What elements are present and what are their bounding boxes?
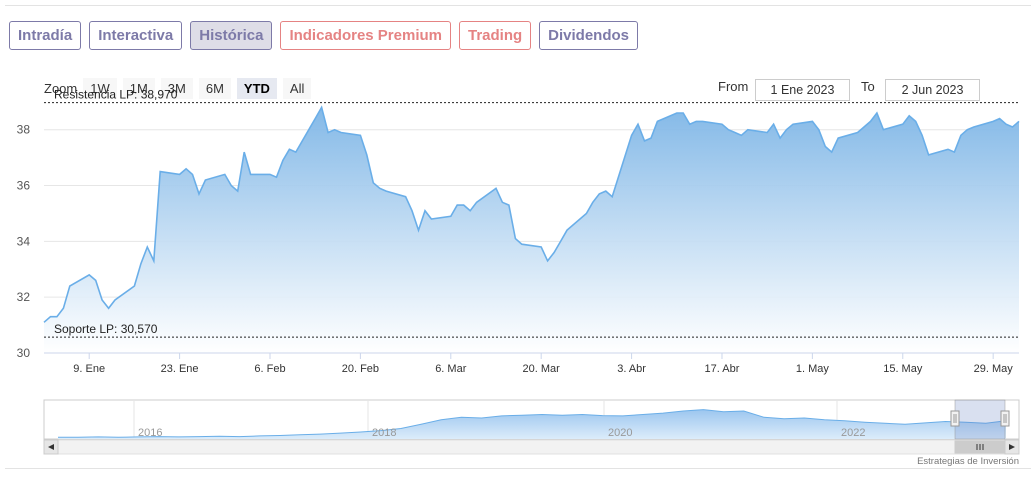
scroll-left-arrow-icon [48, 444, 54, 450]
navigator-selection [954, 399, 1006, 440]
navigator-year-label: 2020 [608, 427, 632, 439]
navigator-area [58, 409, 1006, 439]
chart-tabs: Intradía Interactiva Histórica Indicador… [9, 21, 639, 50]
navigator-year-label: 2022 [841, 427, 865, 439]
x-tick-label: 6. Mar [435, 363, 467, 375]
scroll-right-arrow-icon [1009, 444, 1015, 450]
tab-intradia[interactable]: Intradía [9, 21, 82, 50]
tab-indicadores-premium[interactable]: Indicadores Premium [280, 21, 451, 50]
to-label: To [861, 79, 875, 94]
y-tick-label: 38 [17, 123, 31, 137]
x-tick-label: 29. May [974, 363, 1014, 375]
bottom-divider [5, 468, 1031, 469]
x-tick-label: 1. May [796, 363, 830, 375]
top-divider [5, 5, 1031, 6]
scrollbar-track [43, 439, 1020, 455]
navigator-line [58, 409, 1007, 438]
from-date-input[interactable]: 1 Ene 2023 [755, 79, 850, 101]
zoom-6m-button[interactable]: 6M [198, 78, 231, 99]
x-tick-label: 17. Abr [705, 363, 740, 375]
navigator-year-label: 2018 [372, 427, 396, 439]
series-line [43, 105, 1020, 323]
tab-historica[interactable]: Histórica [190, 21, 273, 50]
y-tick-label: 32 [17, 290, 31, 304]
y-tick-label: 30 [17, 346, 31, 360]
tab-dividendos[interactable]: Dividendos [539, 21, 639, 50]
y-tick-label: 34 [17, 234, 31, 248]
from-label: From [718, 79, 749, 94]
support-label: Soporte LP: 30,570 [54, 322, 158, 336]
tab-trading[interactable]: Trading [459, 21, 532, 50]
tab-interactiva[interactable]: Interactiva [89, 21, 183, 50]
x-tick-label: 9. Ene [73, 363, 105, 375]
x-tick-label: 20. Feb [342, 363, 379, 375]
x-tick-label: 3. Abr [617, 363, 646, 375]
navigator-handle[interactable] [950, 410, 960, 427]
x-tick-label: 15. May [883, 363, 923, 375]
zoom-ytd-button[interactable]: YTD [236, 78, 277, 99]
navigator-handle[interactable] [1000, 410, 1010, 427]
series-area [44, 107, 1019, 354]
zoom-selector: Zoom 1W 1M 3M 6M YTD All [44, 78, 317, 99]
x-tick-label: 6. Feb [254, 363, 285, 375]
x-tick-label: 20. Mar [523, 363, 561, 375]
zoom-1w-button[interactable]: 1W [83, 78, 117, 99]
to-date-input[interactable]: 2 Jun 2023 [885, 79, 980, 101]
x-tick-label: 23. Ene [161, 363, 199, 375]
y-tick-label: 36 [17, 179, 31, 193]
zoom-1m-button[interactable]: 1M [122, 78, 155, 99]
navigator-year-label: 2016 [138, 427, 162, 439]
resistance-label: Resistencia LP: 38,970 [54, 88, 178, 102]
zoom-label: Zoom [44, 81, 78, 96]
credit-text: Estrategias de Inversión [917, 456, 1019, 467]
zoom-all-button[interactable]: All [282, 78, 312, 99]
zoom-3m-button[interactable]: 3M [160, 78, 193, 99]
